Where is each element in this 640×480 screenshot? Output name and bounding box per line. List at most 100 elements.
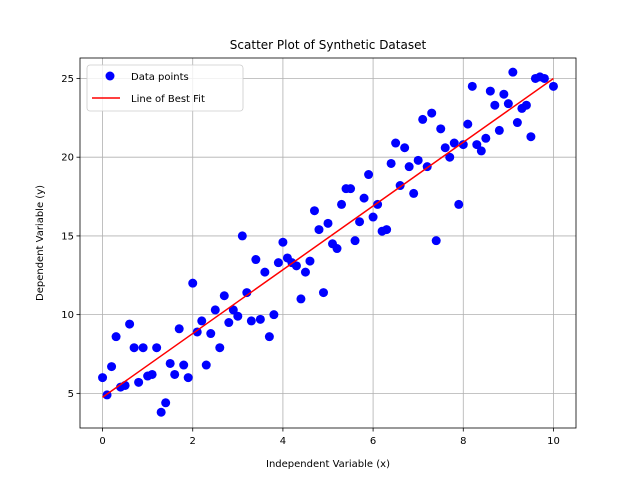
data-point xyxy=(332,244,342,254)
x-tick-label: 8 xyxy=(460,436,466,447)
y-tick-label: 5 xyxy=(68,389,74,400)
x-axis-label: Independent Variable (x) xyxy=(266,459,390,470)
data-point xyxy=(508,67,518,77)
data-point xyxy=(427,108,437,118)
data-point xyxy=(246,316,256,326)
data-point xyxy=(436,124,446,134)
y-tick-label: 25 xyxy=(61,74,74,85)
data-point xyxy=(309,206,319,216)
data-point xyxy=(494,125,504,135)
data-point xyxy=(472,140,482,150)
x-tick-label: 6 xyxy=(370,436,376,447)
y-tick-label: 10 xyxy=(61,310,74,321)
legend-label-best-fit: Line of Best Fit xyxy=(131,94,205,105)
data-point xyxy=(206,329,216,339)
x-tick-label: 2 xyxy=(190,436,196,447)
data-point xyxy=(350,236,360,246)
data-point xyxy=(503,99,513,109)
data-point xyxy=(485,86,495,96)
data-point xyxy=(219,291,229,301)
data-point xyxy=(201,360,211,370)
data-point xyxy=(368,212,378,222)
data-point xyxy=(305,256,315,266)
data-point xyxy=(521,100,531,110)
data-point xyxy=(237,231,247,241)
data-point xyxy=(120,380,130,390)
data-point xyxy=(147,369,157,379)
data-point xyxy=(161,398,171,408)
data-point xyxy=(440,143,450,153)
data-point xyxy=(98,373,108,383)
data-point xyxy=(463,119,473,129)
data-point xyxy=(548,81,558,91)
data-point xyxy=(499,89,509,99)
data-point xyxy=(431,236,441,246)
data-point xyxy=(355,217,365,227)
y-tick-label: 15 xyxy=(61,231,74,242)
data-point xyxy=(323,218,333,228)
x-tick-label: 4 xyxy=(280,436,286,447)
plot-data xyxy=(98,67,558,417)
legend-box xyxy=(86,64,244,112)
data-point xyxy=(242,288,252,298)
data-point xyxy=(273,258,283,268)
data-point xyxy=(251,255,261,265)
y-tick-label: 20 xyxy=(61,153,74,164)
data-point xyxy=(359,193,369,203)
data-point xyxy=(346,184,356,194)
data-point xyxy=(512,118,522,128)
data-point xyxy=(413,155,423,165)
data-point xyxy=(291,261,301,271)
data-point xyxy=(107,362,117,372)
data-point xyxy=(314,225,324,235)
data-point xyxy=(111,332,121,342)
legend-label-data-points: Data points xyxy=(131,72,189,83)
data-point xyxy=(490,100,500,110)
chart-title: Scatter Plot of Synthetic Dataset xyxy=(230,38,427,52)
data-point xyxy=(188,278,198,288)
data-point xyxy=(179,360,189,370)
data-point xyxy=(373,199,383,209)
data-point xyxy=(386,158,396,168)
data-point xyxy=(539,73,549,83)
data-point xyxy=(174,324,184,334)
data-point xyxy=(458,140,468,150)
data-point xyxy=(476,146,486,156)
data-point xyxy=(526,132,536,142)
data-point xyxy=(134,377,144,387)
data-point xyxy=(278,237,288,247)
data-point xyxy=(337,199,347,209)
data-point xyxy=(382,225,392,235)
data-point xyxy=(454,199,464,209)
plot-frame xyxy=(79,57,577,429)
data-point xyxy=(224,318,234,328)
data-point xyxy=(400,143,410,153)
data-point xyxy=(233,311,243,321)
data-point xyxy=(296,294,306,304)
data-point xyxy=(418,114,428,124)
data-point xyxy=(481,133,491,143)
data-point xyxy=(170,369,180,379)
y-axis-label: Dependent Variable (y) xyxy=(35,185,46,301)
data-point xyxy=(318,288,328,298)
data-point xyxy=(156,407,166,417)
data-point xyxy=(300,267,310,277)
data-point xyxy=(391,138,401,148)
legend-marker-data-points xyxy=(105,71,115,81)
data-point xyxy=(152,343,162,353)
data-point xyxy=(255,314,265,324)
data-point xyxy=(364,170,374,180)
data-point xyxy=(125,319,135,329)
data-point xyxy=(228,305,238,315)
data-point xyxy=(192,327,202,337)
data-point xyxy=(449,138,459,148)
data-point xyxy=(197,316,207,326)
data-point xyxy=(260,267,270,277)
data-point xyxy=(183,373,193,383)
x-tick-label: 10 xyxy=(547,436,560,447)
data-point xyxy=(165,358,175,368)
data-point xyxy=(445,152,455,162)
data-point xyxy=(129,343,139,353)
data-point xyxy=(264,332,274,342)
